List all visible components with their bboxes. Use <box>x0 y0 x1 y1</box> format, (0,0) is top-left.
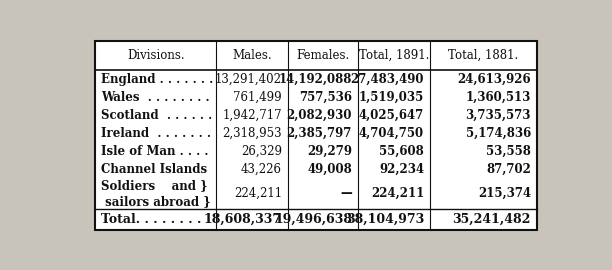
Text: 24,613,926: 24,613,926 <box>457 73 531 86</box>
Text: Channel Islands: Channel Islands <box>101 163 207 176</box>
Text: 14,192,088: 14,192,088 <box>278 73 352 86</box>
Text: 19,496,638: 19,496,638 <box>274 213 352 226</box>
Text: Males.: Males. <box>232 49 272 62</box>
Text: 29,279: 29,279 <box>307 145 352 158</box>
Text: 757,536: 757,536 <box>299 91 352 104</box>
Text: 224,211: 224,211 <box>371 187 424 200</box>
Text: 27,483,490: 27,483,490 <box>351 73 424 86</box>
Text: 2,082,930: 2,082,930 <box>286 109 352 122</box>
Text: 1,942,717: 1,942,717 <box>222 109 282 122</box>
Text: Isle of Man . . . .: Isle of Man . . . . <box>101 145 209 158</box>
Text: 1,519,035: 1,519,035 <box>359 91 424 104</box>
Text: 215,374: 215,374 <box>478 187 531 200</box>
Text: 35,241,482: 35,241,482 <box>452 213 531 226</box>
Text: Females.: Females. <box>296 49 349 62</box>
Text: Ireland  . . . . . . .: Ireland . . . . . . . <box>101 127 211 140</box>
Text: —: — <box>340 187 352 200</box>
Text: 13,291,402: 13,291,402 <box>215 73 282 86</box>
Text: 2,385,797: 2,385,797 <box>286 127 352 140</box>
Text: 43,226: 43,226 <box>241 163 282 176</box>
Text: Total, 1891.: Total, 1891. <box>359 49 429 62</box>
Text: 4,704,750: 4,704,750 <box>359 127 424 140</box>
Text: 92,234: 92,234 <box>379 163 424 176</box>
Text: 1,360,513: 1,360,513 <box>466 91 531 104</box>
Text: Total, 1881.: Total, 1881. <box>448 49 518 62</box>
Text: 761,499: 761,499 <box>233 91 282 104</box>
Text: 53,558: 53,558 <box>486 145 531 158</box>
Text: 5,174,836: 5,174,836 <box>466 127 531 140</box>
Text: England . . . . . . .: England . . . . . . . <box>101 73 214 86</box>
Text: 4,025,647: 4,025,647 <box>359 109 424 122</box>
Text: 55,608: 55,608 <box>379 145 424 158</box>
Text: 18,608,337: 18,608,337 <box>204 213 282 226</box>
Text: 38,104,973: 38,104,973 <box>346 213 424 226</box>
Text: sailors abroad }: sailors abroad } <box>101 195 211 208</box>
Text: 224,211: 224,211 <box>234 187 282 200</box>
Text: 87,702: 87,702 <box>486 163 531 176</box>
Text: 49,008: 49,008 <box>307 163 352 176</box>
Text: 3,735,573: 3,735,573 <box>465 109 531 122</box>
Text: Scotland  . . . . . .: Scotland . . . . . . <box>101 109 212 122</box>
Text: Soldiers    and }: Soldiers and } <box>101 179 208 192</box>
Text: Total. . . . . . . .: Total. . . . . . . . <box>101 213 201 226</box>
Text: Divisions.: Divisions. <box>127 49 185 62</box>
Text: 26,329: 26,329 <box>241 145 282 158</box>
Text: Wales  . . . . . . . .: Wales . . . . . . . . <box>101 91 210 104</box>
Text: 2,318,953: 2,318,953 <box>222 127 282 140</box>
